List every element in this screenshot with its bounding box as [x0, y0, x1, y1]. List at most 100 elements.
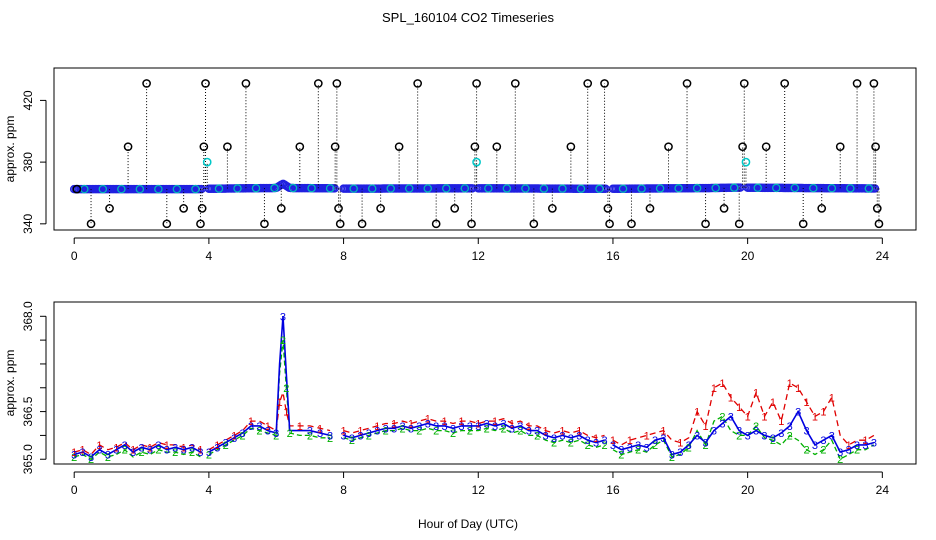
plot-frame-top [53, 67, 917, 231]
series-marker: 3 [374, 426, 380, 438]
series-marker: 1 [593, 433, 599, 445]
series-marker: 3 [728, 411, 734, 423]
series-marker: 3 [635, 440, 641, 452]
series-marker: 3 [391, 423, 397, 435]
baseline-point-cyan [637, 184, 646, 193]
series-marker: 2 [223, 440, 229, 452]
series-marker: 3 [113, 445, 119, 457]
series-marker: 3 [686, 440, 692, 452]
data-point [201, 79, 210, 88]
series-marker: 1 [113, 442, 119, 454]
series-marker: 1 [317, 423, 323, 435]
series-marker: 3 [829, 430, 835, 442]
series-marker: 2 [122, 445, 128, 457]
series-marker: 3 [500, 419, 506, 431]
series-marker: 2 [349, 435, 355, 447]
series-marker: 3 [585, 435, 591, 447]
series-marker: 3 [576, 430, 582, 442]
baseline-point-cyan [576, 184, 586, 193]
data-point [872, 204, 882, 213]
series-marker: 2 [484, 423, 490, 435]
series-marker: 1 [753, 388, 759, 400]
baseline-point-cyan [270, 183, 279, 193]
baseline-point-cyan [442, 184, 451, 193]
data-point [105, 204, 114, 213]
baseline-point-cyan [772, 183, 781, 193]
y-axis-bottom: 365.0 366.5 368.0 [21, 301, 47, 474]
series-marker: 3 [745, 430, 751, 442]
series-marker: 3 [559, 430, 565, 442]
data-point [547, 204, 557, 213]
y-tick-label: 368.0 [21, 301, 35, 331]
series-marker: 1 [728, 392, 734, 404]
series-marker: 1 [778, 416, 784, 428]
data-point [566, 142, 576, 152]
series-marker: 1 [829, 392, 835, 404]
series-marker: 1 [660, 426, 666, 438]
data-point [241, 79, 251, 88]
series-marker: 1 [694, 407, 700, 419]
baseline-point-cyan [98, 184, 108, 194]
series-marker: 3 [265, 426, 271, 438]
series-marker: 1 [374, 421, 380, 433]
y-tick-label: 420 [21, 90, 35, 110]
data-point [510, 79, 520, 88]
baseline-point-cyan [191, 184, 200, 194]
series-marker: 2 [467, 426, 473, 438]
series-marker: 2 [601, 440, 607, 452]
series-marker: 1 [297, 421, 303, 433]
series-marker: 3 [627, 442, 633, 454]
series-marker: 2 [770, 435, 776, 447]
series-marker: 2 [450, 428, 456, 440]
data-point [852, 79, 862, 88]
series-marker: 1 [820, 407, 826, 419]
y-axis-top: 340 380 420 [21, 90, 47, 234]
figure-title: SPL_160104 CO2 Timeseries [382, 10, 554, 25]
baseline-point-cyan [288, 183, 298, 193]
x-tick-label: 12 [472, 249, 486, 263]
data-point [605, 219, 614, 229]
series-marker: 3 [231, 433, 237, 445]
series-marker: 1 [283, 407, 289, 419]
series-marker: 1 [408, 419, 414, 431]
baseline-point-cyan [558, 184, 567, 193]
series-marker: 2 [327, 433, 333, 445]
baseline-point-cyan [595, 184, 604, 194]
series-marker: 3 [467, 421, 473, 433]
series-marker: 2 [240, 430, 246, 442]
data-point [123, 142, 133, 152]
series-marker: 1 [147, 442, 153, 454]
series-marker: 1 [745, 411, 751, 423]
data-point [472, 79, 481, 88]
data-point [869, 79, 879, 88]
baseline-point-cyan [423, 184, 433, 193]
series-marker: 3 [240, 428, 246, 440]
baseline-point-cyan [790, 183, 800, 193]
series-marker: 2 [753, 421, 759, 433]
series-marker: 3 [736, 426, 742, 438]
series-marker: 1 [475, 419, 481, 431]
y-axis-label-bottom: approx. ppm [3, 350, 17, 417]
data-point [871, 142, 880, 152]
baseline-point-cyan [233, 184, 242, 193]
series-marker: 3 [425, 419, 431, 431]
x-tick-label: 0 [71, 249, 78, 263]
series-marker: 3 [138, 442, 144, 454]
baseline-point-cyan [827, 183, 837, 193]
series-marker: 1 [812, 411, 818, 423]
series-marker: 1 [610, 435, 616, 447]
baseline-point-cyan [674, 184, 683, 193]
series-line [73, 316, 875, 458]
series-marker: 3 [366, 428, 372, 440]
y-axis-label-top: approx. ppm [3, 116, 17, 183]
data-point [738, 142, 747, 152]
series-marker: 3 [812, 440, 818, 452]
series-marker: 3 [837, 447, 843, 459]
series-marker: 3 [854, 440, 860, 452]
series-marker: 1 [80, 445, 86, 457]
series-marker: 3 [181, 445, 187, 457]
series-marker: 3 [534, 426, 540, 438]
series-marker: 2 [287, 428, 293, 440]
data-point [761, 142, 771, 152]
data-point [202, 157, 212, 167]
